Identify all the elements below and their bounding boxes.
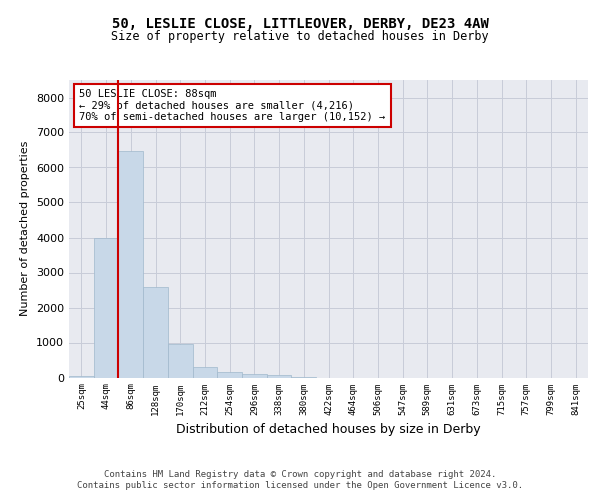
Bar (267, 376, 292, 378)
Text: Contains HM Land Registry data © Crown copyright and database right 2024.: Contains HM Land Registry data © Crown c… (104, 470, 496, 479)
Bar (242, 374, 267, 378)
Bar (118, 150, 143, 378)
Bar (168, 344, 193, 378)
Bar (69, 376, 94, 378)
Text: Contains public sector information licensed under the Open Government Licence v3: Contains public sector information licen… (77, 481, 523, 490)
X-axis label: Distribution of detached houses by size in Derby: Distribution of detached houses by size … (176, 423, 481, 436)
Bar (143, 286, 168, 378)
Bar (94, 238, 118, 378)
Text: 50, LESLIE CLOSE, LITTLEOVER, DERBY, DE23 4AW: 50, LESLIE CLOSE, LITTLEOVER, DERBY, DE2… (112, 18, 488, 32)
Bar (217, 372, 242, 378)
Text: 50 LESLIE CLOSE: 88sqm
← 29% of detached houses are smaller (4,216)
70% of semi-: 50 LESLIE CLOSE: 88sqm ← 29% of detached… (79, 89, 386, 122)
Y-axis label: Number of detached properties: Number of detached properties (20, 141, 31, 316)
Bar (193, 367, 217, 378)
Text: Size of property relative to detached houses in Derby: Size of property relative to detached ho… (111, 30, 489, 43)
